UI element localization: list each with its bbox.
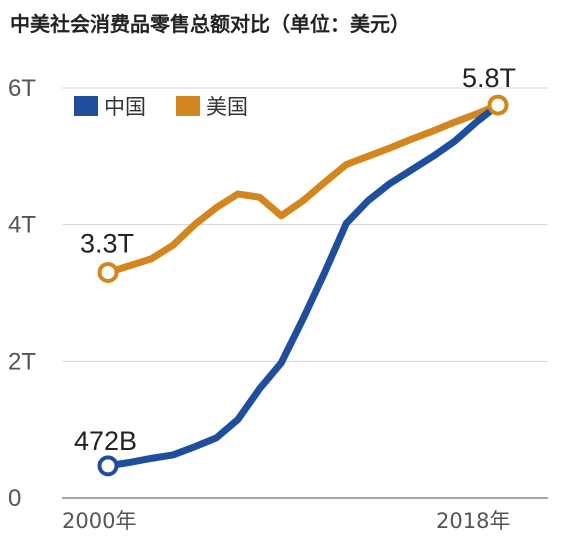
data-label: 3.3T — [80, 229, 134, 259]
axis: 0 2T 4T 6T 2000年 2018年 — [8, 75, 548, 533]
y-tick-label: 6T — [8, 75, 36, 102]
endpoint-marker — [97, 262, 119, 283]
legend-swatch — [176, 96, 200, 116]
series-line-china — [104, 101, 502, 470]
y-tick-label: 4T — [8, 212, 36, 239]
data-label: 472B — [74, 426, 137, 456]
legend-label: 中国 — [104, 95, 146, 119]
x-tick-label: 2018年 — [436, 509, 510, 533]
x-tick-label: 2000年 — [62, 509, 136, 533]
endpoint-marker — [97, 455, 119, 477]
grid-lines — [62, 87, 548, 362]
data-labels: 472B 3.3T 5.8T — [74, 63, 516, 477]
chart-title: 中美社会消费品零售总额对比（单位：美元） — [10, 12, 410, 36]
y-tick-label: 2T — [8, 348, 36, 375]
legend: 中国 美国 — [74, 95, 248, 119]
legend-label: 美国 — [206, 95, 248, 119]
endpoint-marker — [487, 94, 509, 116]
legend-swatch — [74, 96, 98, 116]
y-tick-label: 0 — [8, 485, 21, 512]
series-line-usa — [104, 101, 502, 276]
data-label: 5.8T — [462, 63, 516, 93]
series-lines — [104, 101, 502, 470]
